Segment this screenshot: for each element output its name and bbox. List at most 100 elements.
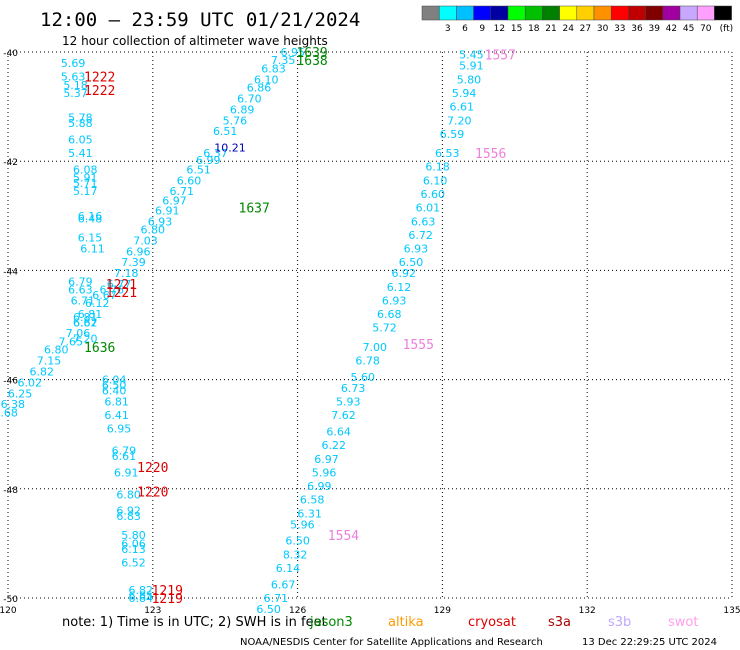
wave-height-label: 6.93 <box>382 294 407 307</box>
wave-height-label: 6.89 <box>230 103 255 116</box>
lat-lon-grid <box>7 51 733 599</box>
wave-height-label: 6.71 <box>170 185 195 198</box>
wave-height-label: 6.86 <box>247 81 272 94</box>
lon-tick-label: 120 <box>0 606 17 616</box>
wave-height-label: 6.12 <box>387 281 412 294</box>
colorbar-swatch <box>438 5 457 21</box>
wave-height-label: 8.32 <box>283 548 308 561</box>
pass-time-labels: 1222122212211221122012201219121916391638… <box>84 46 516 607</box>
wave-height-label: 6.22 <box>322 439 347 452</box>
colorbar-label: 33 <box>614 24 625 34</box>
wave-height-label: 5.94 <box>452 87 477 100</box>
wave-height-label: 6.10 <box>423 174 448 187</box>
wave-height-label: 6.25 <box>8 387 33 400</box>
wave-height-label: 6.99 <box>307 480 332 493</box>
pass-time-label: 1222 <box>84 71 115 86</box>
colorbar-label: 18 <box>528 24 540 34</box>
wave-height-label: 6.81 <box>73 311 98 324</box>
colorbar-swatch <box>593 5 612 21</box>
wave-height-label: 5.76 <box>223 114 248 127</box>
wave-height-values: 5.695.635.185.375.785.886.055.416.085.91… <box>0 46 484 616</box>
wave-height-label: 5.63 <box>61 71 86 84</box>
wave-height-label: 6.05 <box>68 133 93 146</box>
wave-height-label: 6.80 <box>116 488 141 501</box>
wave-height-label: 6.31 <box>297 507 322 520</box>
wave-height-label: 5.78 <box>68 112 93 125</box>
wave-height-label: 7.65 <box>58 335 83 348</box>
colorbar-label: 27 <box>580 24 591 34</box>
pass-time-label: 1220 <box>137 486 168 501</box>
wave-height-label: 6.11 <box>80 243 105 256</box>
wave-height-label: 7.39 <box>121 256 146 269</box>
wave-height-label: 7.35 <box>271 54 296 67</box>
lon-tick-label: 126 <box>289 606 306 616</box>
wave-height-label: 5.93 <box>336 395 361 408</box>
colorbar-swatch <box>473 5 492 21</box>
wave-height-label: 6.13 <box>121 543 146 556</box>
colorbar-label: 6 <box>462 24 468 34</box>
wave-height-label: 6.15 <box>78 232 103 245</box>
lon-tick-label: 135 <box>723 606 740 616</box>
wave-height-label: 6.38 <box>1 398 26 411</box>
wave-height-label: 6.84 <box>128 592 153 605</box>
map-title: 12:00 – 23:59 UTC 01/21/2024 <box>40 9 360 31</box>
colorbar-unit: (ft) <box>720 24 734 34</box>
satellite-legend-swot: swot <box>668 615 698 630</box>
wave-height-label: 6.18 <box>425 161 450 174</box>
wave-height-label: 6.62 <box>73 316 98 329</box>
wave-height-label: 6.70 <box>237 92 262 105</box>
lat-tick-label: -40 <box>3 49 18 59</box>
wave-height-label: 5.60 <box>351 371 376 384</box>
wave-height-label: 6.40 <box>102 385 127 398</box>
wave-height-label: 5.91 <box>73 172 98 185</box>
wave-height-label: 5.17 <box>73 185 98 198</box>
axis-tick-labels: 120 123 126 129 132 135 -40 -42 -44 -46 -48 -50 <box>0 49 740 616</box>
wave-height-label: 6.79 <box>68 275 93 288</box>
wave-height-label: 6.06 <box>121 537 146 550</box>
colorbar-swatch <box>628 5 646 21</box>
colorbar-label: 36 <box>631 24 643 34</box>
colorbar-swatch <box>524 5 543 21</box>
footer-note: note: 1) Time is in UTC; 2) SWH is in fe… <box>62 615 327 630</box>
wave-height-label: 7.68 <box>0 406 18 419</box>
wave-height-label: 6.92 <box>116 505 141 518</box>
wave-height-label: 6.61 <box>112 450 137 463</box>
colorbar-label: 24 <box>562 24 574 34</box>
pass-time-label: 1222 <box>84 84 115 99</box>
wave-height-label: 7.03 <box>133 234 158 247</box>
lon-tick-label: 129 <box>434 606 451 616</box>
wave-height-label: 5.69 <box>61 57 86 70</box>
pass-time-label: 1221 <box>106 286 137 301</box>
wave-height-label: 6.50 <box>256 603 281 616</box>
wave-height-label: 7.00 <box>363 341 388 354</box>
colorbar-swatch <box>645 5 664 21</box>
wave-height-label: 6.08 <box>73 163 98 176</box>
wave-height-label: 6.93 <box>404 243 429 256</box>
lat-tick-label: -46 <box>3 377 18 387</box>
wave-height-label: 6.97 <box>314 453 339 466</box>
lat-tick-label: -48 <box>3 486 18 496</box>
wave-height-label: 6.37 <box>203 147 228 160</box>
wave-height-label: 6.81 <box>78 308 103 321</box>
wave-height-label: 6.48 <box>78 213 103 226</box>
wave-height-label: 6.16 <box>78 210 103 223</box>
wave-height-label: 6.91 <box>114 466 139 479</box>
wave-height-label: 6.63 <box>68 284 93 297</box>
wave-height-label: 6.83 <box>116 510 141 523</box>
colorbar-label: 12 <box>494 24 505 34</box>
colorbar-swatch <box>576 5 595 21</box>
wave-height-label: 5.88 <box>68 117 93 130</box>
wave-height-label: 5.80 <box>457 73 482 86</box>
wave-height-label: 6.72 <box>408 229 433 242</box>
wave-height-label: 6.53 <box>435 147 460 160</box>
pass-time-label: 1221 <box>106 278 137 293</box>
wave-height-label: 7.06 <box>66 327 91 340</box>
wave-height-label: 6.80 <box>141 223 166 236</box>
wave-height-label: 6.67 <box>271 578 296 591</box>
pass-time-label: 1639 <box>296 46 327 61</box>
colorbar-swatch <box>679 5 698 21</box>
wave-height-label: 6.50 <box>285 535 310 548</box>
colorbar-label: 30 <box>597 24 609 34</box>
colorbar-swatch <box>421 5 440 21</box>
wave-height-label: 6.95 <box>107 423 132 436</box>
